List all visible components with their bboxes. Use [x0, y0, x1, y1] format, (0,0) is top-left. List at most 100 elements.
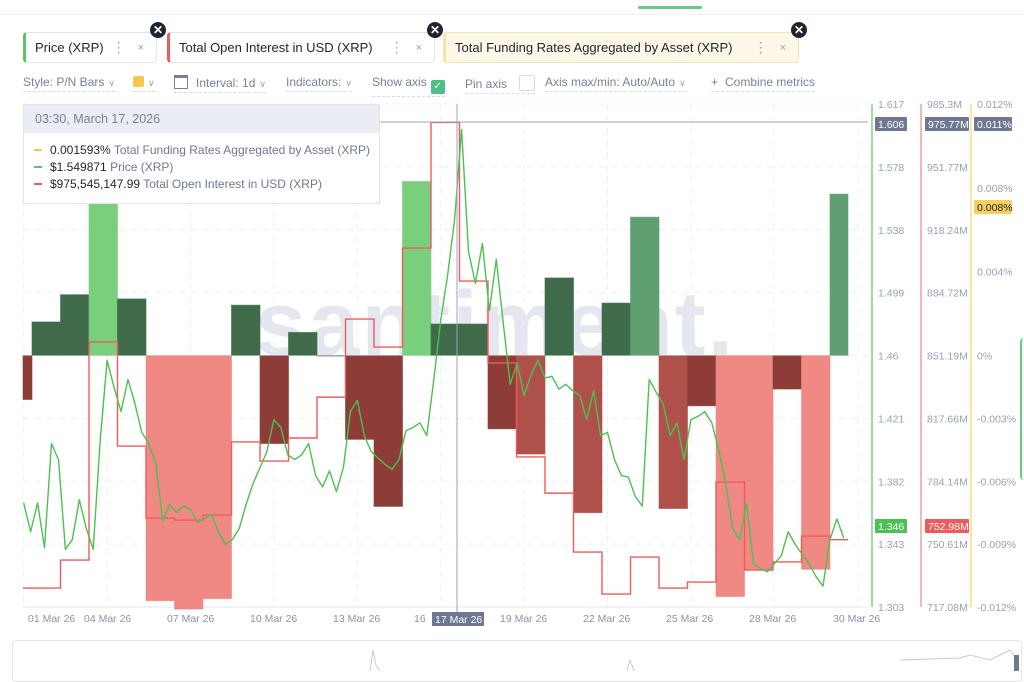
price-last-tag-bg	[875, 519, 907, 533]
color-swatch	[133, 76, 144, 87]
funding-bar	[487, 355, 517, 430]
funding-bar	[402, 181, 432, 356]
open-interest-last-tag-bg	[925, 519, 969, 533]
close-icon[interactable]: ×	[779, 41, 786, 54]
more-vertical-icon[interactable]: ⋮	[389, 39, 404, 55]
close-icon[interactable]: ×	[415, 41, 422, 54]
navigator-sparkline	[369, 649, 1019, 671]
price-axis-tick: 1.499	[878, 288, 904, 300]
tooltip-value: $975,545,147.99	[50, 177, 141, 191]
funding-bars	[22, 178, 849, 610]
funding-bar	[829, 193, 849, 356]
funding-bar	[31, 321, 61, 357]
x-axis-tick: 16	[414, 613, 426, 625]
funding-bar	[88, 178, 118, 356]
show-axis-label: Show axis	[372, 75, 427, 89]
more-vertical-icon[interactable]: ⋮	[753, 39, 768, 55]
open-interest-axis-tick: 951.77M	[927, 162, 968, 174]
funding-bar	[231, 304, 261, 357]
tooltip-metric-name: Total Open Interest in USD (XRP)	[143, 177, 322, 191]
show-axis-toggle[interactable]: Show axis ✓	[372, 75, 445, 97]
open-interest-last-tag: 752.98M	[928, 521, 969, 533]
open-interest-axis-tick: 817.66M	[927, 413, 968, 425]
tooltip-value: $1.549871	[50, 160, 107, 174]
remove-metric-open-interest-button[interactable]: ✕	[427, 22, 443, 38]
side-panel-handle[interactable]	[1020, 338, 1024, 480]
range-navigator[interactable]	[12, 640, 1022, 682]
legend-dash-icon	[34, 149, 42, 151]
pin-axis-toggle[interactable]: Pin axis	[465, 75, 536, 94]
color-picker[interactable]: ∨	[133, 75, 155, 92]
metric-tab-label: Total Open Interest in USD (XRP)	[179, 40, 373, 55]
funding-bar	[573, 355, 603, 514]
funding-hover-tag-bg	[974, 117, 1012, 131]
close-icon[interactable]: ×	[137, 41, 144, 54]
tooltip-row-price: $1.549871 Price (XRP)	[24, 159, 371, 176]
funding-bar	[373, 355, 403, 507]
top-bar	[0, 0, 1024, 15]
combine-metrics-button[interactable]: + Combine metrics	[711, 75, 816, 92]
funding-bar	[345, 355, 375, 440]
x-axis-tick: 04 Mar 26	[84, 613, 131, 625]
remove-metric-price-button[interactable]: ✕	[150, 22, 166, 38]
price-hover-tag: 1.606	[878, 119, 904, 131]
calendar-icon	[174, 75, 188, 89]
funding-bar	[288, 331, 318, 356]
chevron-down-icon: ∨	[148, 78, 155, 88]
chevron-down-icon: ∨	[108, 78, 115, 88]
funding-axis-tick: 0.012%	[977, 99, 1013, 111]
plus-icon: +	[711, 75, 719, 89]
funding-axis-tick: -0.006%	[977, 476, 1016, 488]
funding-bar	[687, 355, 717, 407]
price-axis-tick: 1.46	[878, 351, 899, 363]
x-axis-tick: 10 Mar 26	[250, 613, 297, 625]
interval-dropdown[interactable]: Interval: 1d ∨	[174, 75, 266, 93]
x-axis-tick: 19 Mar 26	[500, 613, 547, 625]
open-interest-axis-tick: 750.61M	[927, 539, 968, 551]
funding-bar	[60, 294, 90, 356]
more-vertical-icon[interactable]: ⋮	[111, 39, 126, 55]
x-axis-tick: 30 Mar 26	[833, 613, 880, 625]
metric-tab-open-interest[interactable]: Total Open Interest in USD (XRP) ⋮ ×	[167, 32, 435, 63]
funding-bar	[117, 298, 147, 357]
x-axis-tick: 25 Mar 26	[666, 613, 713, 625]
tooltip-row-funding: 0.001593% Total Funding Rates Aggregated…	[24, 142, 371, 159]
combine-metrics-label: Combine metrics	[725, 75, 816, 89]
indicators-label: Indicators:	[286, 75, 342, 89]
metric-tab-price[interactable]: Price (XRP) ⋮ ×	[23, 32, 157, 63]
metric-tab-label: Price (XRP)	[35, 40, 104, 55]
funding-bar	[658, 355, 688, 509]
checkbox-checked-icon[interactable]: ✓	[430, 80, 445, 94]
remove-metric-funding-button[interactable]: ✕	[791, 22, 807, 38]
funding-axis-tick: 0%	[977, 351, 992, 363]
axes: 1.617 1.578 1.538 1.499 1.46 1.421 1.382 1.343 1…	[28, 99, 1019, 671]
x-axis-tick: 07 Mar 26	[167, 613, 214, 625]
funding-last-tag: 0.008%	[977, 202, 1013, 214]
checkbox-unchecked-icon[interactable]	[519, 75, 536, 91]
open-interest-axis-tick: 985.3M	[927, 99, 962, 111]
tooltip-value: 0.001593%	[50, 143, 111, 157]
style-label: Style: P/N Bars	[23, 75, 105, 89]
price-last-tag: 1.346	[878, 521, 904, 533]
tooltip-row-open-interest: $975,545,147.99 Total Open Interest in U…	[24, 176, 371, 193]
x-axis-tick: 01 Mar 26	[28, 613, 75, 625]
price-axis-tick: 1.421	[878, 413, 904, 425]
x-axis-tick: 13 Mar 26	[333, 613, 380, 625]
funding-bar	[801, 355, 831, 570]
funding-bar	[259, 355, 289, 445]
open-interest-axis-tick: 717.08M	[927, 602, 968, 614]
funding-bar	[516, 355, 546, 455]
funding-bar	[715, 355, 745, 598]
price-axis-tick: 1.303	[878, 602, 904, 614]
price-hover-tag-bg	[875, 117, 907, 131]
funding-last-tag-bg	[974, 200, 1012, 214]
axis-minmax-dropdown[interactable]: Axis max/min: Auto/Auto ∨	[545, 75, 686, 92]
indicators-dropdown[interactable]: Indicators: ∨	[286, 75, 352, 92]
open-interest-hover-tag: 975.77M	[928, 119, 969, 131]
style-dropdown[interactable]: Style: P/N Bars ∨	[23, 75, 115, 92]
price-axis-tick: 1.578	[878, 162, 904, 174]
price-axis-tick: 1.343	[878, 539, 904, 551]
metric-tab-funding-rates[interactable]: Total Funding Rates Aggregated by Asset …	[443, 32, 799, 63]
interval-label: Interval: 1d	[196, 76, 256, 90]
